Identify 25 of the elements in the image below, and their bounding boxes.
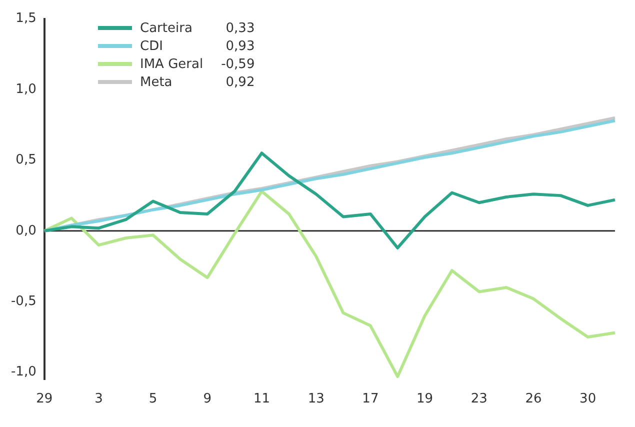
x-tick-label: 26 xyxy=(525,392,542,407)
x-tick-label: 19 xyxy=(416,392,434,407)
x-tick-label: 17 xyxy=(362,392,379,407)
y-tick-label: -1,0 xyxy=(10,364,36,380)
y-tick-label: -0,5 xyxy=(10,294,36,309)
y-tick-label: 0,5 xyxy=(16,152,36,168)
x-tick-label: 9 xyxy=(203,392,212,407)
y-tick-label: 1,5 xyxy=(16,11,36,26)
annotation: 0,33 xyxy=(224,20,255,38)
legend-label: IMA Geral xyxy=(140,56,204,74)
x-tick-label: 13 xyxy=(308,392,324,407)
annotation: -0,59 xyxy=(221,56,255,74)
x-tick-label: 3 xyxy=(94,392,103,407)
x-tick-label: 29 xyxy=(36,392,53,407)
x-tick-label: 23 xyxy=(470,392,488,407)
y-tick-label: 1,0 xyxy=(16,82,36,97)
legend-label: Meta xyxy=(140,74,174,92)
legend-label: Carteira xyxy=(140,20,194,38)
x-tick-label: 5 xyxy=(148,392,158,407)
x-tick-label: 30 xyxy=(580,392,596,407)
annotation: 0,93 xyxy=(224,38,255,56)
y-tick-label: 0,0 xyxy=(16,223,36,238)
legend-label: CDI xyxy=(140,38,164,56)
x-tick-label: 11 xyxy=(253,392,270,407)
annotation: 0,92 xyxy=(224,74,255,92)
